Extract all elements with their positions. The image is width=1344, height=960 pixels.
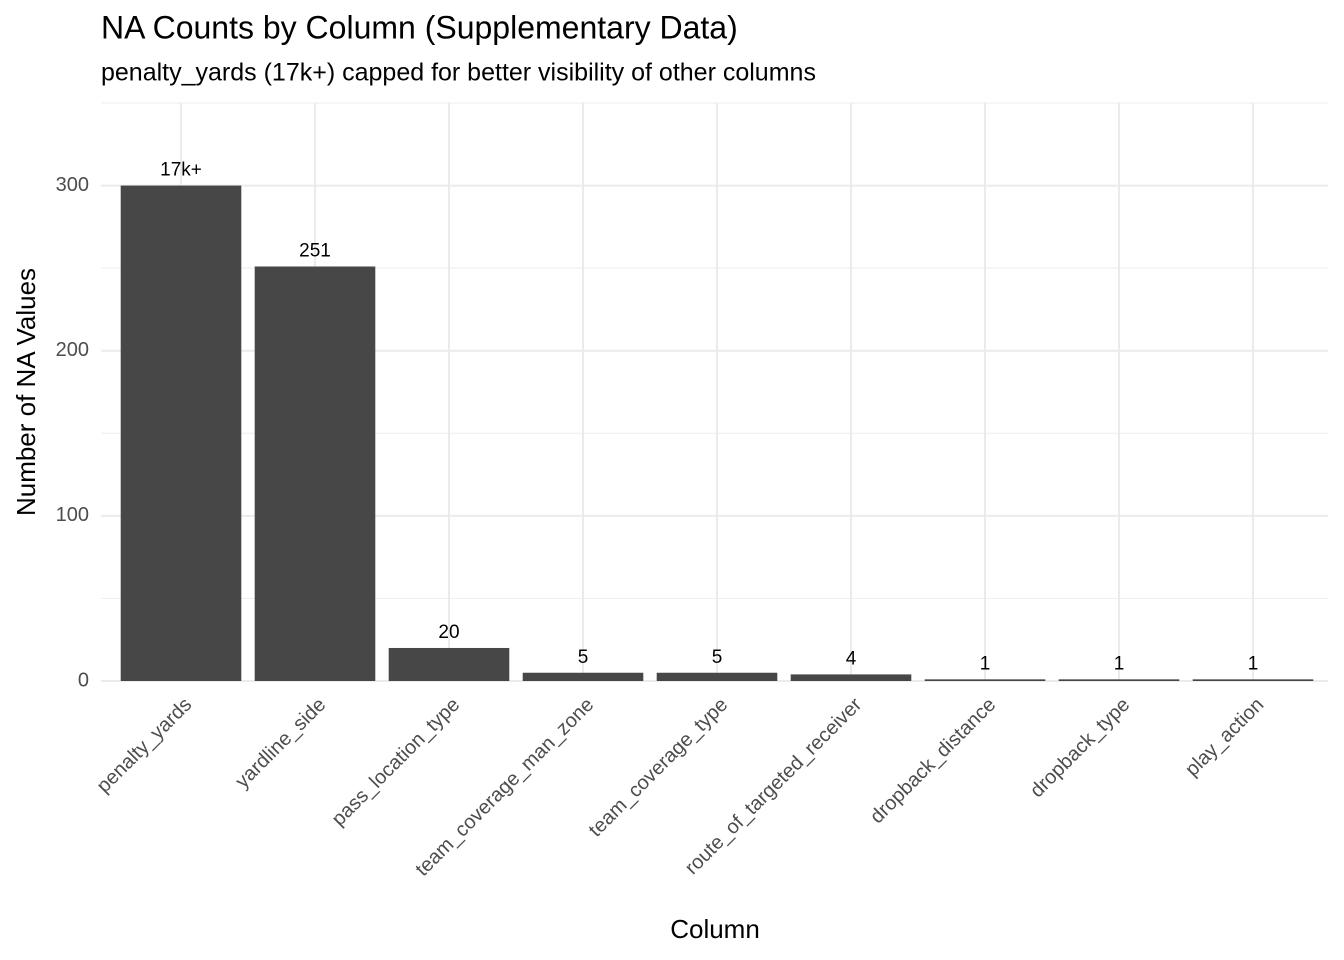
x-axis-title: Column — [670, 914, 760, 944]
value-label: 1 — [980, 653, 991, 674]
bar — [522, 672, 644, 681]
value-label: 5 — [712, 647, 723, 668]
bar — [924, 679, 1046, 681]
y-tick-label: 0 — [78, 669, 89, 691]
bar — [388, 647, 510, 681]
value-label: 1 — [1114, 653, 1125, 674]
y-tick-label: 100 — [56, 504, 89, 526]
y-axis-title: Number of NA Values — [11, 268, 41, 516]
chart-subtitle: penalty_yards (17k+) capped for better v… — [101, 59, 816, 87]
bar-annotation: 17k+ — [160, 160, 202, 181]
bar — [790, 674, 912, 681]
bar — [254, 266, 376, 681]
value-label: 20 — [438, 622, 459, 643]
y-tick-label: 200 — [56, 339, 89, 361]
bar — [1192, 679, 1314, 681]
bar — [656, 672, 778, 681]
y-tick-label: 300 — [56, 174, 89, 196]
value-label: 1 — [1248, 653, 1259, 674]
value-label: 4 — [846, 648, 857, 669]
chart-title: NA Counts by Column (Supplementary Data) — [101, 9, 738, 45]
value-label: 251 — [299, 241, 331, 262]
bar — [1058, 679, 1180, 681]
bar — [120, 185, 242, 682]
value-label: 5 — [578, 647, 589, 668]
